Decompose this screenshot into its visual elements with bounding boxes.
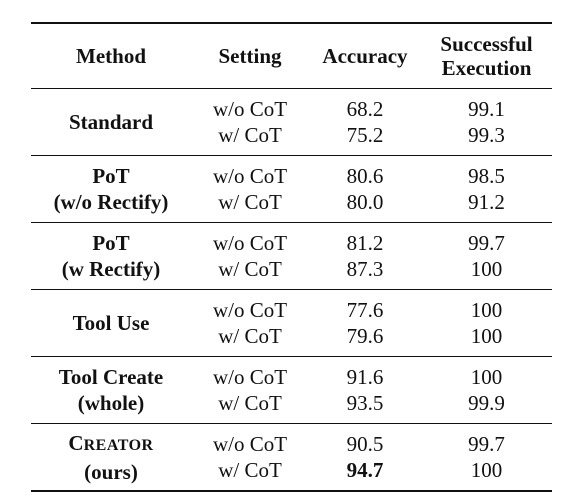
method-variant: (whole) xyxy=(77,391,145,415)
table-body: Standard w/o CoT w/ CoT 68.2 75.2 99.1 9… xyxy=(31,89,552,492)
success-value: 100 xyxy=(470,298,503,322)
method-name: Tool Create xyxy=(58,365,164,389)
accuracy-value: 87.3 xyxy=(346,257,384,281)
table-row-pot-no-rectify: PoT (w/o Rectify) w/o CoT w/ CoT 80.6 80… xyxy=(31,156,552,223)
accuracy-value: 77.6 xyxy=(346,298,384,322)
setting-value: w/ CoT xyxy=(218,458,282,482)
method-cell: CREATOR (ours) xyxy=(31,424,191,492)
results-table-container: Method Setting Accuracy Successful Execu… xyxy=(31,22,552,492)
setting-value: w/ CoT xyxy=(218,190,282,214)
accuracy-value: 75.2 xyxy=(346,123,384,147)
method-name: Standard xyxy=(68,110,154,134)
success-value: 100 xyxy=(470,257,503,281)
accuracy-value: 68.2 xyxy=(346,97,384,121)
header-setting: Setting xyxy=(218,44,282,68)
header-success-line1: Successful xyxy=(440,32,533,56)
setting-value: w/o CoT xyxy=(212,365,288,389)
accuracy-value: 81.2 xyxy=(346,231,384,255)
success-cell: 99.7 100 xyxy=(421,223,552,290)
method-variant: (w Rectify) xyxy=(61,257,161,281)
setting-cell: w/o CoT w/ CoT xyxy=(191,223,309,290)
method-cell: PoT (w Rectify) xyxy=(31,223,191,290)
success-cell: 99.7 100 xyxy=(421,424,552,492)
accuracy-cell: 77.6 79.6 xyxy=(309,290,421,357)
success-value: 100 xyxy=(470,458,503,482)
method-name: Tool Use xyxy=(72,311,150,335)
success-cell: 98.5 91.2 xyxy=(421,156,552,223)
method-name: PoT xyxy=(92,231,130,255)
setting-cell: w/o CoT w/ CoT xyxy=(191,156,309,223)
setting-value: w/o CoT xyxy=(212,432,288,456)
method-name: CREATOR xyxy=(31,430,191,459)
setting-value: w/ CoT xyxy=(218,391,282,415)
table-row-tool-create: Tool Create (whole) w/o CoT w/ CoT 91.6 … xyxy=(31,357,552,424)
success-cell: 100 99.9 xyxy=(421,357,552,424)
accuracy-cell: 81.2 87.3 xyxy=(309,223,421,290)
setting-cell: w/o CoT w/ CoT xyxy=(191,357,309,424)
setting-cell: w/o CoT w/ CoT xyxy=(191,89,309,156)
success-value: 99.3 xyxy=(468,123,505,147)
accuracy-cell: 91.6 93.5 xyxy=(309,357,421,424)
results-table: Method Setting Accuracy Successful Execu… xyxy=(31,22,552,492)
header-row: Method Setting Accuracy Successful Execu… xyxy=(31,23,552,89)
header-method: Method xyxy=(76,44,146,68)
setting-cell: w/o CoT w/ CoT xyxy=(191,290,309,357)
accuracy-value: 93.5 xyxy=(346,391,384,415)
method-cell: Tool Create (whole) xyxy=(31,357,191,424)
setting-value: w/o CoT xyxy=(212,97,288,121)
success-cell: 99.1 99.3 xyxy=(421,89,552,156)
table-row-standard: Standard w/o CoT w/ CoT 68.2 75.2 99.1 9… xyxy=(31,89,552,156)
success-value: 99.7 xyxy=(468,432,505,456)
setting-cell: w/o CoT w/ CoT xyxy=(191,424,309,492)
success-value: 99.7 xyxy=(468,231,505,255)
method-name: PoT xyxy=(92,164,130,188)
header-accuracy: Accuracy xyxy=(322,44,408,68)
method-cell: Tool Use xyxy=(31,290,191,357)
accuracy-value: 91.6 xyxy=(346,365,384,389)
header-successful-execution: Successful Execution xyxy=(421,23,552,89)
accuracy-value: 90.5 xyxy=(346,432,384,456)
accuracy-cell: 68.2 75.2 xyxy=(309,89,421,156)
table-row-creator: CREATOR (ours) w/o CoT w/ CoT 90.5 94.7 … xyxy=(31,424,552,492)
accuracy-value-best: 94.7 xyxy=(346,458,384,482)
table-row-pot-rectify: PoT (w Rectify) w/o CoT w/ CoT 81.2 87.3… xyxy=(31,223,552,290)
accuracy-cell: 90.5 94.7 xyxy=(309,424,421,492)
setting-value: w/ CoT xyxy=(218,123,282,147)
method-variant: (w/o Rectify) xyxy=(53,190,169,214)
success-value: 98.5 xyxy=(468,164,505,188)
setting-value: w/o CoT xyxy=(212,164,288,188)
setting-value: w/o CoT xyxy=(212,298,288,322)
success-value: 99.1 xyxy=(468,97,505,121)
method-cell: Standard xyxy=(31,89,191,156)
method-cell: PoT (w/o Rectify) xyxy=(31,156,191,223)
accuracy-value: 79.6 xyxy=(346,324,384,348)
accuracy-value: 80.6 xyxy=(346,164,384,188)
header-success-line2: Execution xyxy=(441,56,532,80)
method-name-smallcaps: REATOR xyxy=(83,436,154,454)
accuracy-cell: 80.6 80.0 xyxy=(309,156,421,223)
method-variant: (ours) xyxy=(84,459,138,484)
setting-value: w/ CoT xyxy=(218,324,282,348)
table-header: Method Setting Accuracy Successful Execu… xyxy=(31,23,552,89)
success-value: 100 xyxy=(470,324,503,348)
success-value: 99.9 xyxy=(468,391,505,415)
success-value: 100 xyxy=(470,365,503,389)
success-cell: 100 100 xyxy=(421,290,552,357)
method-name-initial: C xyxy=(68,430,84,455)
table-row-tool-use: Tool Use w/o CoT w/ CoT 77.6 79.6 100 10… xyxy=(31,290,552,357)
setting-value: w/o CoT xyxy=(212,231,288,255)
setting-value: w/ CoT xyxy=(218,257,282,281)
success-value: 91.2 xyxy=(468,190,505,214)
accuracy-value: 80.0 xyxy=(346,190,384,214)
